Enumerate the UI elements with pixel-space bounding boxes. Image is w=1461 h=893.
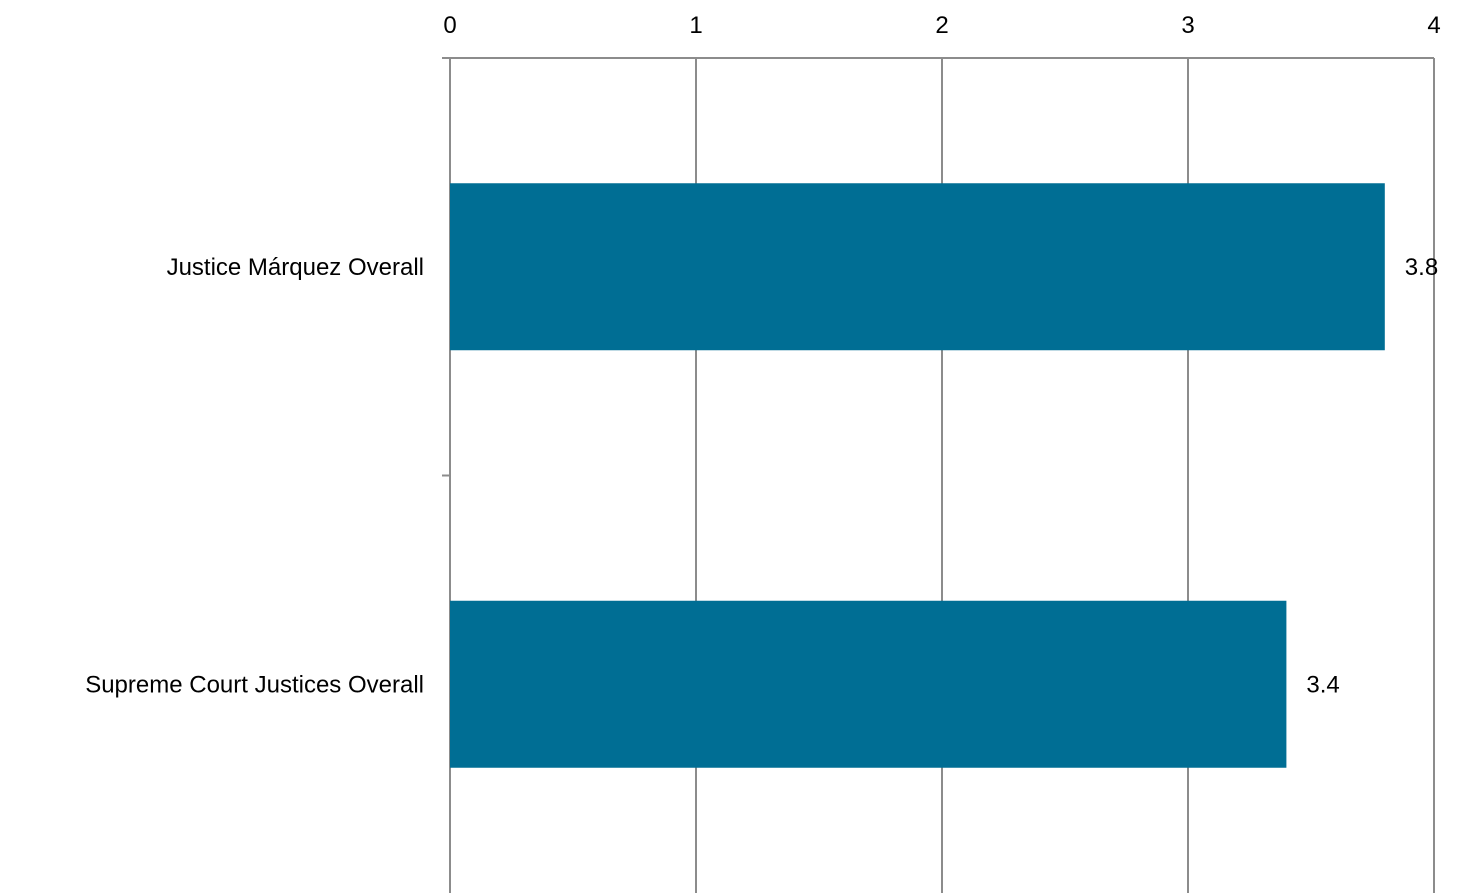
bars xyxy=(450,183,1385,768)
bar-1 xyxy=(450,183,1385,351)
category-label-2: Supreme Court Justices Overall xyxy=(85,671,424,698)
x-tick-label-2: 2 xyxy=(935,12,948,39)
category-label-1: Justice Márquez Overall xyxy=(167,254,424,281)
data-label-1: 3.8 xyxy=(1405,254,1438,281)
bar-2 xyxy=(450,600,1287,768)
axes xyxy=(442,57,1434,477)
data-label-2: 3.4 xyxy=(1306,671,1339,698)
x-tick-label-0: 0 xyxy=(443,12,456,39)
labels: 0 1 2 3 4 Justice Márquez Overall 3.8 Supreme C… xyxy=(85,12,1440,698)
x-tick-label-4: 4 xyxy=(1427,12,1440,39)
x-tick-label-3: 3 xyxy=(1181,12,1194,39)
x-tick-label-1: 1 xyxy=(689,12,702,39)
